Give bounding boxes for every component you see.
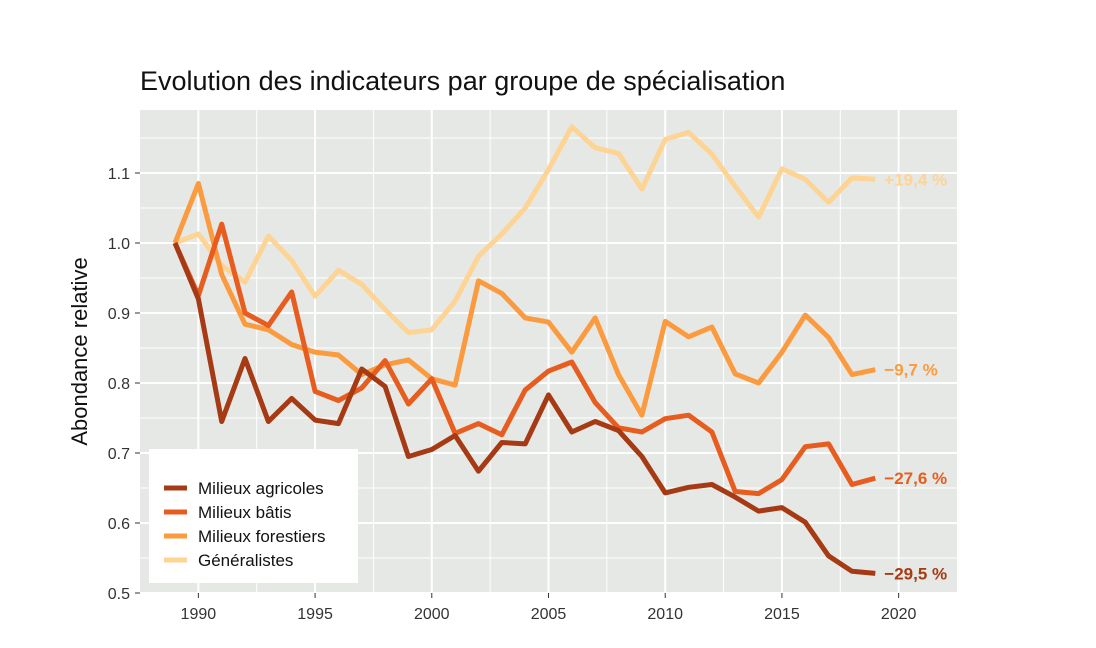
end-label: −9,7 % [884,361,937,380]
end-labels: −29,5 % −27,6 % −9,7 % +19,4 % [884,170,947,583]
y-tick-label: 1.1 [108,166,130,183]
end-label: −29,5 % [884,564,947,583]
y-tick-label: 0.6 [108,516,130,533]
series-line [172,181,876,418]
legend-label: Milieux agricoles [198,479,324,498]
end-label: −27,6 % [884,469,947,488]
x-axis: 1990 1995 2000 2005 2010 2015 2020 [181,593,917,623]
legend-label: Milieux forestiers [198,527,326,546]
y-tick-label: 0.7 [108,446,130,463]
y-tick-label: 0.9 [108,306,130,323]
y-tick-label: 1.0 [108,236,130,253]
series-line [174,124,876,336]
x-tick-label: 2020 [881,606,917,623]
legend: Milieux agricoles Milieux bâtis Milieux fo… [149,449,358,583]
y-axis-label: Abondance relative [67,257,92,445]
y-tick-label: 0.5 [108,586,130,603]
x-tick-label: 2005 [531,606,567,623]
y-axis: 0.5 0.6 0.7 0.8 0.9 1.0 1.1 [108,166,140,603]
legend-label: Milieux bâtis [198,503,292,522]
series-lines [172,124,876,576]
chart-title: Evolution des indicateurs par groupe de … [140,66,786,96]
legend-label: Généralistes [198,551,293,570]
x-tick-label: 2015 [764,606,800,623]
x-tick-label: 1990 [181,606,217,623]
end-label: +19,4 % [884,170,947,189]
series-line [172,221,876,497]
x-tick-label: 1995 [297,606,333,623]
x-tick-label: 2000 [414,606,450,623]
x-tick-label: 2010 [647,606,683,623]
series-line [172,242,876,576]
y-tick-label: 0.8 [108,376,130,393]
